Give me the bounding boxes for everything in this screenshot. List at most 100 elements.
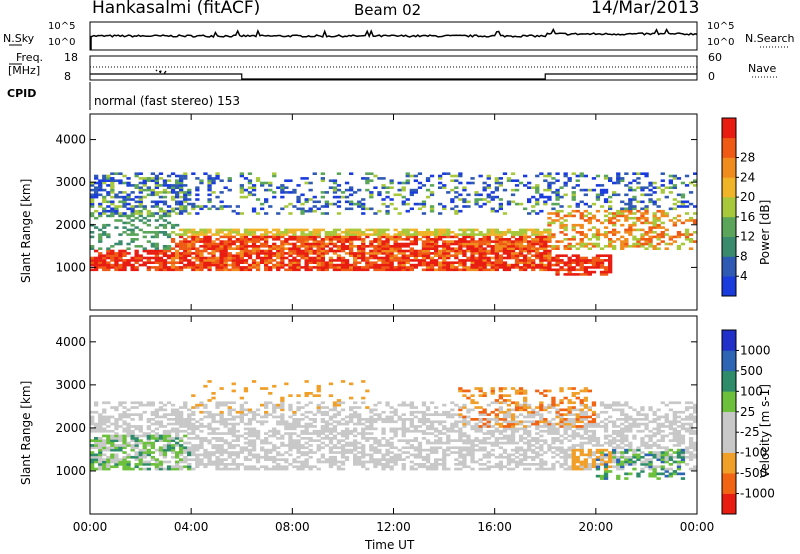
power-cell xyxy=(292,259,297,262)
velocity-cell xyxy=(243,467,249,471)
velocity-cell xyxy=(296,418,301,421)
power-cell xyxy=(296,249,301,253)
velocity-cell xyxy=(595,451,601,454)
power-cell xyxy=(175,249,180,253)
velocity-cell xyxy=(122,444,127,447)
power-cell xyxy=(413,242,418,246)
velocity-cell xyxy=(280,406,285,409)
velocity-cell xyxy=(555,429,560,433)
power-cell xyxy=(531,186,536,189)
velocity-cell xyxy=(599,444,605,447)
velocity-cell xyxy=(365,439,370,442)
power-cell xyxy=(385,235,390,239)
velocity-cell xyxy=(591,401,597,405)
power-cell xyxy=(648,226,653,229)
velocity-cell xyxy=(219,444,224,447)
power-cell xyxy=(603,219,609,222)
power-cell xyxy=(551,245,556,248)
power-cell xyxy=(219,261,224,264)
power-cell xyxy=(195,177,200,180)
velocity-cell xyxy=(207,458,212,461)
power-cell xyxy=(624,202,629,206)
velocity-cell xyxy=(478,446,483,450)
velocity-cell xyxy=(506,463,512,466)
power-cell xyxy=(284,231,289,234)
velocity-cell xyxy=(518,387,524,390)
velocity-cell xyxy=(571,444,576,447)
power-cell xyxy=(543,174,548,178)
power-cell xyxy=(603,200,609,204)
power-cell xyxy=(612,247,617,250)
power-cell xyxy=(272,228,277,232)
power-cell xyxy=(612,214,617,218)
power-cell xyxy=(518,247,524,250)
power-cell xyxy=(531,240,536,243)
power-cell xyxy=(559,226,564,229)
velocity-cell xyxy=(150,422,155,426)
velocity-cell xyxy=(498,463,503,466)
power-cell xyxy=(539,172,544,175)
power-cell xyxy=(170,223,176,227)
velocity-cell xyxy=(393,453,398,457)
power-cell xyxy=(361,266,366,269)
power-cell xyxy=(110,177,115,180)
power-cell xyxy=(438,233,443,236)
power-cell xyxy=(446,252,451,255)
power-cell xyxy=(450,247,455,250)
velocity-cell xyxy=(409,429,414,433)
velocity-cell xyxy=(276,446,281,450)
power-cell xyxy=(126,193,131,197)
velocity-cell xyxy=(126,408,131,412)
power-cell xyxy=(94,181,99,185)
power-cell xyxy=(239,184,244,187)
velocity-cell xyxy=(389,415,394,419)
power-cell xyxy=(304,268,309,272)
power-cell xyxy=(223,263,228,267)
power-cell xyxy=(506,263,512,267)
power-cell xyxy=(106,249,111,253)
power-cell xyxy=(207,184,212,187)
power-cell xyxy=(425,240,431,243)
power-cell xyxy=(288,179,293,182)
power-cell xyxy=(166,261,172,264)
power-cell xyxy=(478,268,483,272)
velocity-cell xyxy=(227,401,232,405)
velocity-cell xyxy=(320,453,325,457)
power-cell xyxy=(579,273,584,276)
power-cell xyxy=(421,231,427,234)
velocity-cell xyxy=(587,389,592,393)
velocity-cell xyxy=(498,453,503,457)
power-cell xyxy=(264,254,269,257)
power-cell xyxy=(219,228,224,232)
power-cell xyxy=(559,240,564,243)
power-cell xyxy=(260,259,265,262)
power-cell xyxy=(612,231,617,234)
velocity-cell xyxy=(369,410,374,414)
velocity-cell xyxy=(207,425,212,428)
power-cell xyxy=(559,266,564,269)
velocity-cell xyxy=(466,446,471,450)
power-cell xyxy=(405,242,410,246)
power-cell xyxy=(543,235,548,239)
velocity-cell xyxy=(215,439,220,442)
power-cell xyxy=(183,177,188,180)
power-cell xyxy=(429,263,435,267)
velocity-cell xyxy=(114,422,119,426)
power-cell xyxy=(518,235,524,239)
power-cell xyxy=(450,249,455,253)
velocity-cell xyxy=(397,455,402,459)
velocity-cell xyxy=(506,415,512,419)
power-cell xyxy=(308,266,313,269)
power-cell xyxy=(150,242,155,246)
power-cell xyxy=(397,259,402,262)
power-cell xyxy=(434,235,439,239)
velocity-cell xyxy=(514,427,520,431)
velocity-cell xyxy=(215,401,220,405)
power-cell xyxy=(624,209,629,213)
velocity-cell xyxy=(134,463,139,466)
power-cell xyxy=(324,266,329,269)
power-cell xyxy=(680,200,686,204)
velocity-cell xyxy=(466,448,471,452)
velocity-cell xyxy=(539,429,544,433)
power-cell xyxy=(106,263,111,267)
